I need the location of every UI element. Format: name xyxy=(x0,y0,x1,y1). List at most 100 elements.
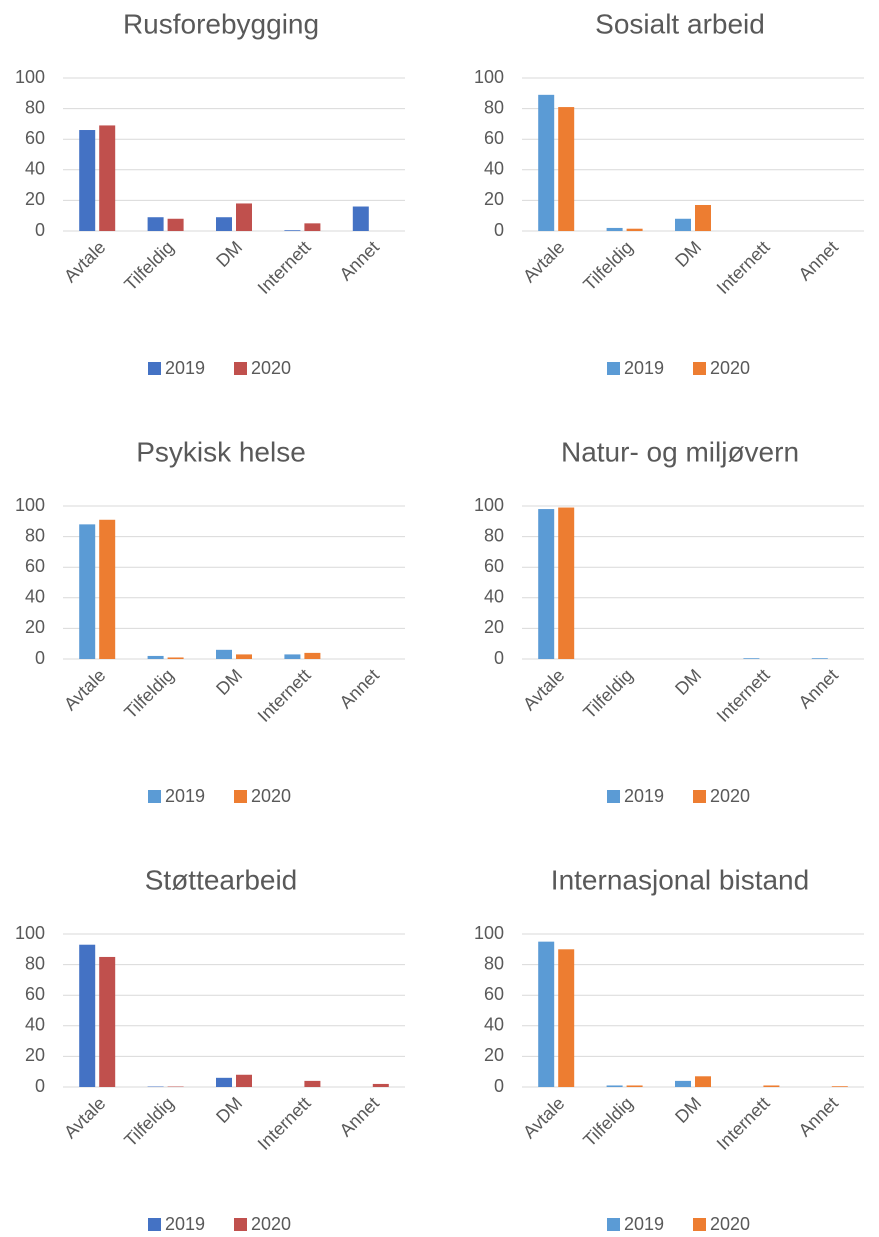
y-tick-label: 40 xyxy=(484,587,504,607)
legend-label: 2019 xyxy=(624,786,664,806)
y-tick-label: 0 xyxy=(35,220,45,240)
y-tick-label: 100 xyxy=(15,67,45,87)
bar xyxy=(811,658,828,659)
y-tick-label: 100 xyxy=(474,923,504,943)
legend-label: 2020 xyxy=(710,786,750,806)
y-tick-label: 20 xyxy=(25,189,45,209)
legend-swatch xyxy=(234,1218,247,1231)
legend-swatch xyxy=(693,1218,706,1231)
bar xyxy=(147,217,164,231)
y-tick-label: 40 xyxy=(25,1015,45,1035)
x-tick-label: Tilfeldig xyxy=(579,237,637,295)
bar xyxy=(99,519,116,659)
x-tick-label: Internett xyxy=(713,665,774,726)
bar xyxy=(304,1080,321,1087)
x-tick-label: DM xyxy=(671,1093,705,1127)
bar xyxy=(236,1074,252,1087)
bar xyxy=(79,130,96,231)
bar xyxy=(538,509,555,659)
legend-swatch xyxy=(234,362,247,375)
bar xyxy=(216,217,232,231)
bar xyxy=(79,944,96,1087)
legend-label: 2019 xyxy=(624,358,664,378)
legend-label: 2020 xyxy=(251,1214,291,1234)
chart-title: Natur- og miljøvern xyxy=(561,436,799,467)
legend-swatch xyxy=(148,1218,161,1231)
x-tick-label: Internett xyxy=(713,237,774,298)
x-tick-label: DM xyxy=(671,665,705,699)
y-tick-label: 80 xyxy=(25,953,45,973)
bar xyxy=(236,654,252,659)
y-tick-label: 80 xyxy=(25,525,45,545)
x-tick-label: Internett xyxy=(254,237,315,298)
x-tick-label: Annet xyxy=(795,237,842,284)
bar xyxy=(743,658,760,659)
x-tick-label: DM xyxy=(671,237,705,271)
x-tick-label: DM xyxy=(212,1093,246,1127)
y-tick-label: 60 xyxy=(25,984,45,1004)
y-tick-label: 40 xyxy=(25,587,45,607)
legend-swatch xyxy=(607,362,620,375)
legend-swatch xyxy=(693,790,706,803)
bar xyxy=(538,941,555,1087)
y-tick-label: 0 xyxy=(35,1076,45,1096)
y-tick-label: 0 xyxy=(494,648,504,668)
bar xyxy=(79,524,96,659)
y-tick-label: 80 xyxy=(484,953,504,973)
x-tick-label: Avtale xyxy=(60,237,109,286)
y-tick-label: 20 xyxy=(25,1045,45,1065)
legend-swatch xyxy=(148,362,161,375)
bar xyxy=(558,949,575,1087)
legend-swatch xyxy=(693,362,706,375)
x-tick-label: Tilfeldig xyxy=(120,1093,178,1151)
bar xyxy=(304,223,321,231)
y-tick-label: 20 xyxy=(25,617,45,637)
bar xyxy=(626,1085,643,1087)
y-tick-label: 100 xyxy=(474,67,504,87)
legend-label: 2019 xyxy=(165,358,205,378)
bar xyxy=(558,107,575,231)
y-tick-label: 100 xyxy=(474,495,504,515)
legend-swatch xyxy=(607,790,620,803)
legend-label: 2019 xyxy=(624,1214,664,1234)
bar xyxy=(304,652,321,659)
legend-label: 2019 xyxy=(165,1214,205,1234)
bar xyxy=(606,1085,623,1087)
y-tick-label: 40 xyxy=(484,1015,504,1035)
chart-title: Sosialt arbeid xyxy=(595,8,765,39)
bar xyxy=(831,1086,848,1087)
x-tick-label: Annet xyxy=(336,1093,383,1140)
x-tick-label: Tilfeldig xyxy=(120,237,178,295)
y-tick-label: 20 xyxy=(484,1045,504,1065)
y-tick-label: 100 xyxy=(15,495,45,515)
x-tick-label: DM xyxy=(212,237,246,271)
bar xyxy=(606,227,623,231)
bar xyxy=(675,218,691,231)
x-tick-label: DM xyxy=(212,665,246,699)
y-tick-label: 0 xyxy=(494,220,504,240)
x-tick-label: Internett xyxy=(713,1093,774,1154)
legend-label: 2020 xyxy=(710,1214,750,1234)
x-tick-label: Avtale xyxy=(519,237,568,286)
y-tick-label: 40 xyxy=(25,159,45,179)
x-tick-label: Annet xyxy=(795,1093,842,1140)
x-tick-label: Annet xyxy=(336,665,383,712)
x-tick-label: Tilfeldig xyxy=(579,1093,637,1151)
bar xyxy=(284,654,301,659)
bar xyxy=(352,206,369,231)
bar xyxy=(763,1085,780,1087)
bar xyxy=(147,655,164,659)
chart-title: Internasjonal bistand xyxy=(551,864,809,895)
y-tick-label: 80 xyxy=(25,97,45,117)
legend-label: 2020 xyxy=(251,358,291,378)
y-tick-label: 40 xyxy=(484,159,504,179)
x-tick-label: Tilfeldig xyxy=(579,665,637,723)
y-tick-label: 20 xyxy=(484,617,504,637)
x-tick-label: Annet xyxy=(336,237,383,284)
bar xyxy=(695,1076,711,1087)
x-tick-label: Internett xyxy=(254,1093,315,1154)
chart-title: Rusforebygging xyxy=(123,8,319,39)
y-tick-label: 60 xyxy=(484,128,504,148)
